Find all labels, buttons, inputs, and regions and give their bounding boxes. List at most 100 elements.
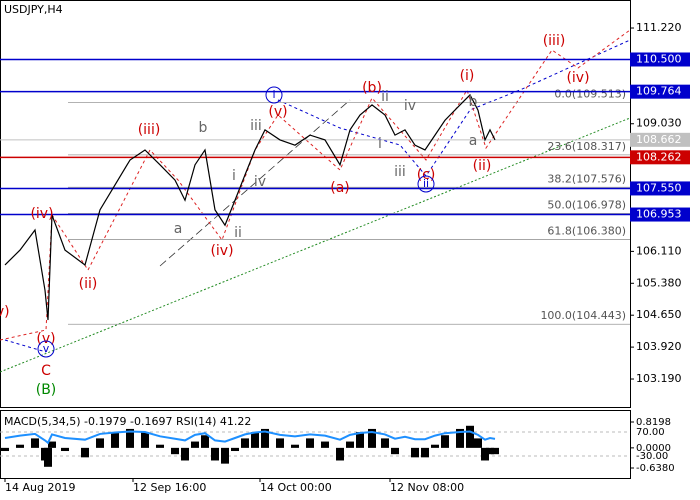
fib-label: 23.6(108.317) (547, 140, 626, 153)
macd-bar (261, 428, 269, 448)
indicator-panel (0, 410, 631, 479)
macd-bar (111, 432, 119, 448)
wave-label: iv (404, 98, 416, 114)
macd-bar (231, 447, 239, 452)
level-box (630, 84, 690, 99)
macd-bar (241, 438, 249, 448)
wave-label: (v) (268, 104, 287, 120)
macd-bar (411, 447, 419, 458)
wave-label: (iv) (566, 70, 589, 86)
rsi-tick-label: -30.00 (636, 451, 668, 462)
macd-bar (421, 447, 429, 458)
y-tick-label: 103.920 (636, 340, 682, 353)
macd-bar (191, 441, 199, 448)
wave-circle (37, 340, 55, 358)
price-line (4, 93, 496, 321)
macd-bar (481, 447, 489, 461)
wave-label: i (272, 88, 275, 101)
wave-label: (ii) (473, 158, 492, 174)
macd-bar (291, 444, 299, 448)
macd-bar (251, 432, 259, 448)
wave-label: a (469, 133, 478, 149)
macd-bar (211, 447, 219, 461)
macd-bar (126, 428, 134, 448)
wave-label: iii (250, 118, 262, 134)
level-box (630, 132, 690, 147)
wave-label: (B) (36, 382, 57, 398)
macd-tick-label: 0.0000 (636, 443, 671, 454)
macd-bar (81, 447, 89, 458)
wave-label: (iv) (210, 243, 233, 259)
macd-bar (171, 447, 179, 455)
indicator-title: MACD(5,34,5) -0.1979 -0.1697 RSI(14) 41.… (4, 415, 251, 428)
macd-bar (356, 432, 364, 448)
y-tick-label: 111.220 (636, 21, 682, 34)
level-box (630, 52, 690, 67)
y-tick-label: 103.190 (636, 372, 682, 385)
macd-bar (486, 447, 494, 455)
rsi-line (4, 430, 496, 445)
y-tick-label: 105.380 (636, 276, 682, 289)
level-label: 110.500 (636, 52, 682, 65)
fib-label: 0.0(109.513) (554, 88, 626, 101)
wave-label: iv (254, 174, 266, 190)
macd-bar (221, 447, 229, 464)
macd-bar (61, 447, 69, 452)
macd-tick-label: 0.8198 (636, 417, 671, 428)
macd-bar (31, 438, 39, 448)
macd-bar (346, 441, 354, 448)
fib-label: 100.0(104.443) (540, 309, 626, 322)
macd-bar (456, 428, 464, 448)
wave-label: i (378, 136, 382, 152)
macd-bar (391, 447, 399, 455)
macd-bar (321, 441, 329, 448)
wave-label: i (232, 168, 236, 184)
macd-bar (48, 441, 56, 448)
level-box (630, 181, 690, 196)
wave-path (4, 339, 47, 353)
wave-label: b (469, 94, 478, 110)
macd-bar (441, 435, 449, 448)
wave-label: (iii) (138, 122, 161, 138)
rsi-tick-label: 70.00 (636, 427, 665, 438)
macd-bar (306, 438, 314, 448)
x-tick-label: 14 Aug 2019 (5, 481, 75, 494)
fib-label: 38.2(107.576) (547, 172, 626, 185)
wave-circle (417, 175, 435, 193)
macd-tick-label: -0.6380 (636, 463, 675, 474)
wave-label: b (199, 120, 208, 136)
macd-bar (368, 428, 376, 448)
wave-label: v (43, 342, 50, 355)
level-label: 106.953 (636, 208, 682, 221)
macd-bar (44, 447, 52, 467)
macd-bar (16, 444, 24, 448)
wave-label: ii (381, 89, 389, 105)
macd-bar (201, 435, 209, 448)
level-label: 108.662 (636, 133, 682, 146)
wave-label: ii (423, 177, 429, 190)
wave-label: (iii) (543, 33, 566, 49)
wave-label: a (174, 221, 183, 237)
macd-bar (276, 438, 284, 448)
x-tick-label: 12 Sep 16:00 (133, 481, 206, 494)
trend-line (159, 99, 351, 267)
wave-label: (iv) (30, 206, 53, 222)
macd-bar (466, 425, 474, 448)
wave-label: iii (394, 164, 406, 180)
wave-label: ii (234, 225, 242, 241)
x-tick-label: 12 Nov 08:00 (390, 481, 464, 494)
macd-bar (474, 438, 482, 448)
main-panel (0, 0, 631, 408)
wave-path (0, 29, 631, 341)
macd-bar (491, 447, 499, 455)
wave-label: (b) (362, 80, 382, 96)
x-tick-label: 14 Oct 00:00 (260, 481, 332, 494)
y-tick-label: 109.030 (636, 117, 682, 130)
trend-line (0, 117, 631, 373)
wave-label: C (41, 363, 51, 379)
fib-label: 50.0(106.978) (547, 198, 626, 211)
y-tick-label: 106.110 (636, 244, 682, 257)
wave-label: (a) (330, 180, 350, 196)
level-label: 107.550 (636, 181, 682, 194)
macd-bar (96, 438, 104, 448)
